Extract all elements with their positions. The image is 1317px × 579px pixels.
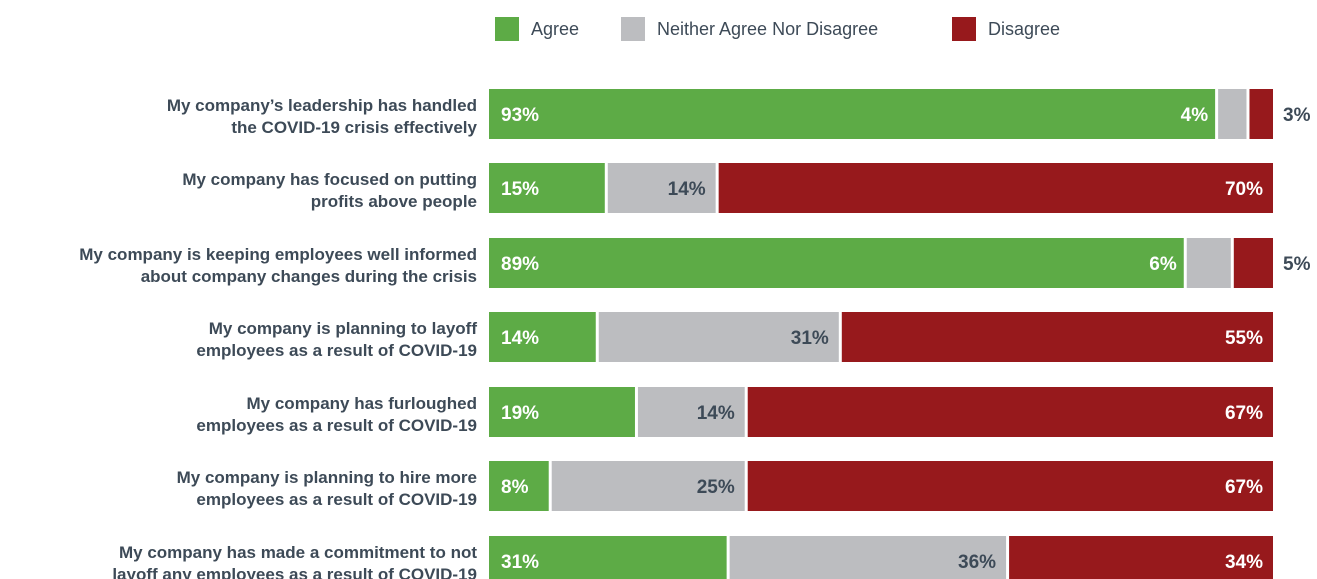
legend-label-agree: Agree [531,18,580,39]
legend-swatch-agree [495,17,519,41]
bar-disagree [1009,536,1273,579]
value-label-disagree: 5% [1283,254,1311,275]
value-label-disagree: 3% [1283,105,1311,126]
bar-neither-agree-nor-disagree [1186,238,1231,288]
value-label-neither-agree-nor-disagree: 25% [697,477,735,498]
value-label-neither-agree-nor-disagree: 4% [1181,105,1209,126]
legend-item-agree: Agree [495,16,579,42]
bar-neither-agree-nor-disagree [729,536,1007,579]
bar-neither-agree-nor-disagree [598,312,839,362]
bar-neither-agree-nor-disagree [551,461,745,511]
bar-neither-agree-nor-disagree [1218,89,1247,139]
legend-swatch-neither [621,17,645,41]
value-label-neither-agree-nor-disagree: 14% [668,179,706,200]
bar-disagree [747,461,1273,511]
legend-swatch-disagree [952,17,976,41]
value-label-neither-agree-nor-disagree: 31% [791,328,829,349]
value-label-disagree: 70% [1225,179,1263,200]
value-label-neither-agree-nor-disagree: 6% [1149,254,1177,275]
category-label: My company is planning to hire more emplo… [177,468,477,509]
value-label-disagree: 34% [1225,552,1263,573]
value-label-disagree: 67% [1225,403,1263,424]
category-label: My company’s leadership has handled the C… [167,96,478,137]
bar-agree [489,387,635,437]
legend-item-neither: Neither Agree Nor Disagree [621,16,878,42]
category-label: My company has focused on putting profits… [182,170,477,211]
bar-neither-agree-nor-disagree [637,387,745,437]
value-label-agree: 31% [501,552,539,573]
bar-agree [489,536,727,579]
value-label-neither-agree-nor-disagree: 36% [958,552,996,573]
bar-agree [489,89,1216,139]
value-label-disagree: 67% [1225,477,1263,498]
bar-disagree [841,312,1273,362]
bar-agree [489,461,549,511]
category-label: My company is keeping employees well inf… [79,245,477,286]
value-label-agree: 15% [501,179,539,200]
bar-agree [489,238,1184,288]
value-label-agree: 89% [501,254,539,275]
value-label-disagree: 55% [1225,328,1263,349]
bar-disagree [1249,89,1273,139]
bar-disagree [1233,238,1273,288]
legend-label-disagree: Disagree [988,18,1061,39]
legend-label-neither: Neither Agree Nor Disagree [657,18,879,39]
category-label: My company has made a commitment to not l… [112,543,477,579]
category-label: My company is planning to layoff employee… [196,319,477,360]
value-label-agree: 93% [501,105,539,126]
value-label-agree: 8% [501,477,529,498]
bar-neither-agree-nor-disagree [607,163,716,213]
value-label-neither-agree-nor-disagree: 14% [697,403,735,424]
bar-disagree [718,163,1273,213]
value-label-agree: 14% [501,328,539,349]
legend-item-disagree: Disagree [952,16,1060,42]
bar-disagree [747,387,1273,437]
bar-agree [489,312,596,362]
legend: Agree Neither Agree Nor Disagree Disagre… [0,16,1317,42]
category-label: My company has furloughed employees as a … [196,394,477,435]
value-label-agree: 19% [501,403,539,424]
bar-agree [489,163,605,213]
